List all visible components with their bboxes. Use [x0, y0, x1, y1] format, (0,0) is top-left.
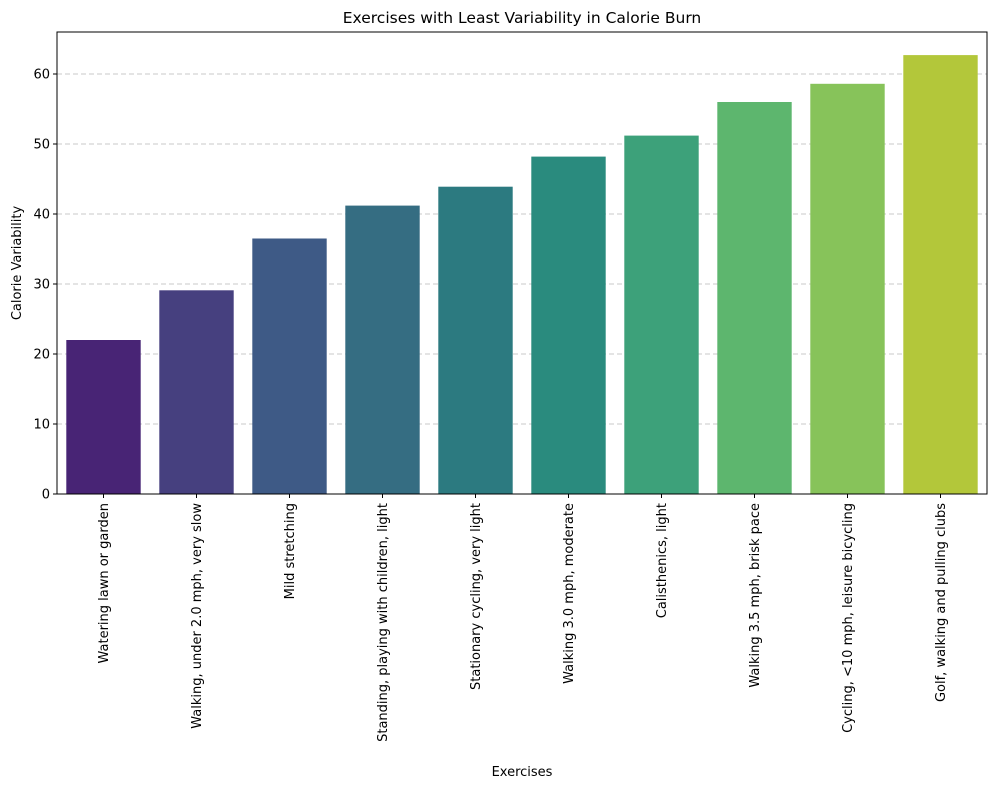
- x-tick-label: Walking, under 2.0 mph, very slow: [190, 503, 205, 729]
- y-tick-label: 20: [33, 348, 50, 363]
- bars: [66, 55, 978, 495]
- bar: [810, 83, 885, 495]
- x-tick-label: Golf, walking and pulling clubs: [934, 503, 949, 702]
- x-tick-label: Walking 3.0 mph, moderate: [562, 503, 577, 684]
- x-tick-label: Calisthenics, light: [655, 503, 670, 618]
- bar: [438, 186, 513, 494]
- y-axis-ticks: 0 10 20 30 40 50 60: [33, 68, 57, 503]
- x-axis-title: Exercises: [492, 765, 553, 780]
- bar: [903, 55, 978, 494]
- y-tick-label: 50: [33, 138, 50, 153]
- x-tick-label: Cycling, <10 mph, leisure bicycling: [841, 503, 856, 733]
- y-tick-label: 60: [33, 68, 50, 83]
- x-tick-label: Mild stretching: [283, 503, 298, 599]
- x-axis-ticks: Watering lawn or garden Walking, under 2.…: [97, 494, 949, 742]
- x-tick-label: Walking 3.5 mph, brisk pace: [748, 503, 763, 688]
- y-tick-label: 0: [42, 488, 50, 503]
- y-axis-title: Calorie Variability: [10, 206, 25, 321]
- y-tick-label: 40: [33, 208, 50, 223]
- bar: [159, 290, 234, 494]
- bar: [624, 135, 699, 494]
- x-tick-label: Standing, playing with children, light: [376, 503, 391, 742]
- y-tick-label: 10: [33, 418, 50, 433]
- bar: [717, 102, 792, 494]
- y-tick-label: 30: [33, 278, 50, 293]
- chart-title: Exercises with Least Variability in Calo…: [343, 9, 702, 27]
- bar: [252, 238, 327, 494]
- bar: [531, 156, 606, 494]
- plot-frame: [56, 31, 988, 495]
- x-tick-label: Watering lawn or garden: [97, 503, 112, 664]
- x-tick-label: Stationary cycling, very light: [469, 503, 484, 690]
- bar: [345, 205, 420, 494]
- bar: [66, 340, 141, 494]
